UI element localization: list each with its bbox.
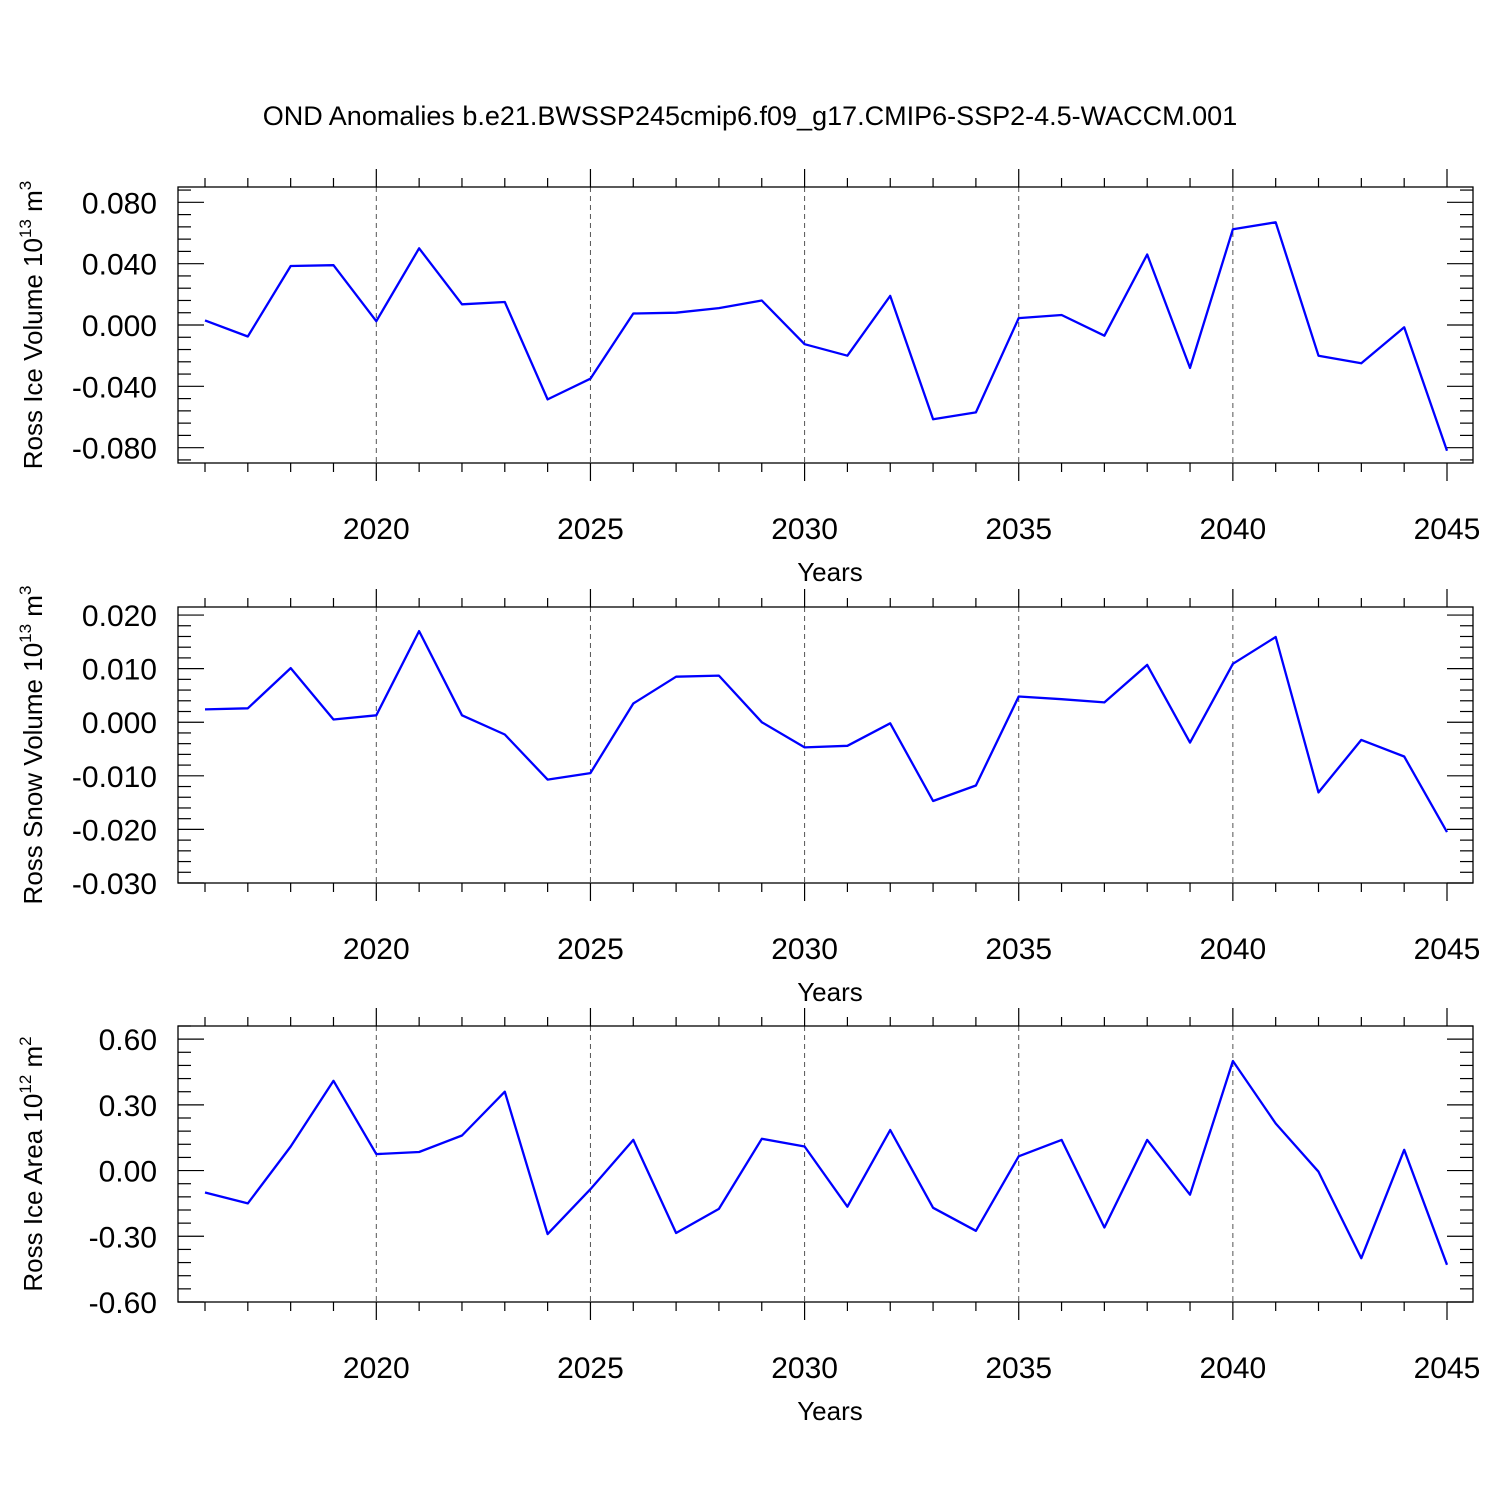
y-tick-label: 0.020 — [82, 600, 157, 633]
y-tick-label: 0.040 — [82, 249, 157, 282]
y-tick-label: 0.080 — [82, 187, 157, 220]
x-axis-label: Years — [797, 1396, 863, 1426]
y-tick-label: -0.040 — [72, 371, 157, 404]
y-axis-label-unit-exponent: 3 — [16, 586, 35, 595]
y-axis-label: Ross Snow Volume 1013 m3 — [16, 586, 48, 905]
panel-snow-volume: 2020 2025 2030 2035 2040 2045 Years -0.030 -0.02… — [16, 586, 1480, 1007]
y-tick-label: 0.00 — [99, 1156, 157, 1189]
plot-frame — [177, 1025, 1474, 1303]
x-axis-label: Years — [797, 977, 863, 1007]
y-tick-label: 0.30 — [99, 1090, 157, 1123]
x-tick-label: 2020 — [343, 1352, 410, 1385]
x-tick-label: 2045 — [1414, 933, 1481, 966]
series-line — [204, 221, 1449, 452]
x-tick-label: 2030 — [771, 933, 838, 966]
y-axis-label-unit: m — [18, 595, 48, 624]
y-tick-label: -0.030 — [72, 868, 157, 901]
x-axis-label: Years — [797, 557, 863, 587]
y-axis-label-text: Ross Snow Volume 10 — [18, 643, 48, 905]
y-axis-label-text: Ross Ice Area 10 — [18, 1094, 48, 1292]
x-tick-label: 2035 — [985, 933, 1052, 966]
x-tick-label: 2025 — [557, 1352, 624, 1385]
y-tick-label: 0.000 — [82, 310, 157, 343]
y-tick-label: -0.30 — [89, 1221, 157, 1254]
series-line — [204, 629, 1449, 833]
plot-frame — [177, 606, 1474, 884]
series-line — [204, 1059, 1449, 1266]
y-tick-label: 0.010 — [82, 654, 157, 687]
y-tick-label: 0.60 — [99, 1024, 157, 1057]
x-tick-label: 2020 — [343, 513, 410, 546]
panel-ice-volume: 2020 2025 2030 2035 2040 2045 Years -0.080 -0.04… — [16, 169, 1480, 587]
y-axis-label: Ross Ice Area 1012 m2 — [16, 1036, 48, 1291]
x-tick-label: 2035 — [985, 513, 1052, 546]
x-tick-label: 2030 — [771, 513, 838, 546]
y-tick-label: 0.000 — [82, 707, 157, 740]
y-tick-label: -0.020 — [72, 814, 157, 847]
y-axis-label-unit: m — [18, 1046, 48, 1075]
y-tick-label: -0.080 — [72, 433, 157, 466]
x-tick-label: 2040 — [1199, 1352, 1266, 1385]
y-axis-label-unit-exponent: 3 — [16, 181, 35, 190]
y-tick-label: -0.60 — [89, 1287, 157, 1320]
x-tick-label: 2035 — [985, 1352, 1052, 1385]
x-tick-label: 2025 — [557, 933, 624, 966]
x-tick-label: 2025 — [557, 513, 624, 546]
x-tick-label: 2045 — [1414, 1352, 1481, 1385]
y-axis-label-exponent: 12 — [16, 1075, 35, 1094]
x-tick-label: 2045 — [1414, 513, 1481, 546]
y-axis-label-unit-exponent: 2 — [16, 1036, 35, 1045]
x-tick-label: 2040 — [1199, 513, 1266, 546]
y-axis-label-text: Ross Ice Volume 10 — [18, 238, 48, 469]
y-axis-label-exponent: 13 — [16, 624, 35, 643]
x-tick-label: 2030 — [771, 1352, 838, 1385]
y-axis-label-exponent: 13 — [16, 219, 35, 238]
figure-title: OND Anomalies b.e21.BWSSP245cmip6.f09_g1… — [263, 101, 1237, 131]
y-tick-label: -0.010 — [72, 761, 157, 794]
panel-ice-area: 2020 2025 2030 2035 2040 2045 Years -0.60 -0.30 0… — [16, 1008, 1480, 1426]
x-tick-label: 2040 — [1199, 933, 1266, 966]
y-axis-label: Ross Ice Volume 1013 m3 — [16, 181, 48, 470]
y-axis-label-unit: m — [18, 190, 48, 219]
x-tick-label: 2020 — [343, 933, 410, 966]
